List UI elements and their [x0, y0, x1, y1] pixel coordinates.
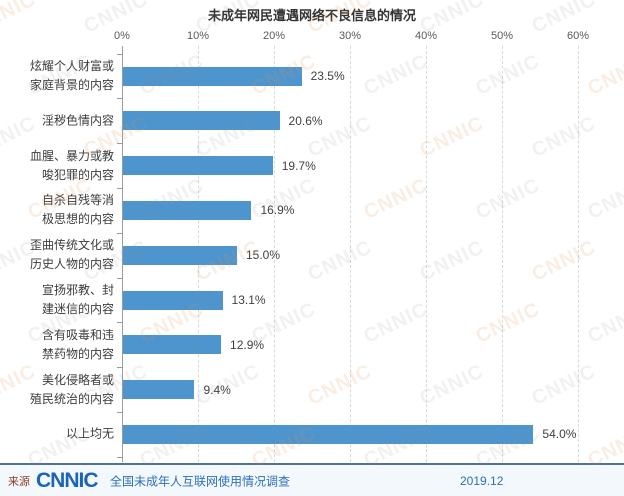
y-axis-tick — [117, 322, 122, 324]
value-label: 12.9% — [230, 337, 265, 352]
x-axis-tick-label: 40% — [414, 30, 438, 42]
survey-name: 全国未成年人互联网使用情况调查 — [110, 474, 291, 488]
bar — [123, 200, 252, 220]
value-label: 23.5% — [310, 69, 345, 83]
bar — [123, 111, 280, 131]
x-axis-tick-label: 60% — [566, 30, 590, 42]
y-axis-tick — [117, 188, 122, 189]
gridline-vertical — [350, 46, 351, 462]
bar — [123, 335, 222, 355]
value-label: 9.4% — [203, 382, 231, 397]
bar — [123, 66, 302, 86]
value-label: 15.0% — [246, 248, 281, 263]
x-axis-tick-label: 50% — [490, 30, 514, 42]
report-date: 2019.12 — [460, 473, 504, 488]
x-axis-tick-label: 20% — [262, 30, 286, 42]
y-axis-tick — [117, 367, 122, 369]
source-label: 来源 — [8, 475, 30, 488]
value-label: 13.1% — [231, 293, 266, 307]
value-label: 19.7% — [281, 158, 316, 173]
y-axis-tick — [117, 53, 122, 55]
x-axis-tick-label: 0% — [114, 30, 130, 42]
category-label: 炫耀个人财富或 家庭背景的内容 — [29, 59, 114, 92]
bar — [123, 156, 273, 176]
bar — [123, 380, 195, 400]
y-axis-line — [122, 46, 123, 462]
value-label: 16.9% — [260, 203, 295, 218]
y-axis-tick — [117, 456, 122, 458]
chart-title: 未成年网民遭遇网络不良信息的情况 — [207, 8, 416, 23]
y-axis-tick — [117, 98, 122, 100]
gridline-vertical — [502, 46, 503, 462]
x-axis-tick-label: 10% — [186, 30, 210, 42]
y-axis-tick — [117, 232, 122, 234]
category-label: 淫秽色情内容 — [41, 113, 114, 128]
value-label: 20.6% — [288, 113, 323, 128]
footer: 来源 CNNIC 全国未成年人互联网使用情况调查 2019.12 — [0, 465, 624, 496]
category-label: 美化侵略者或 殖民统治的内容 — [29, 372, 114, 406]
gridline-vertical — [578, 46, 579, 462]
gridline-vertical — [426, 46, 427, 462]
category-label: 含有吸毒和违 禁药物的内容 — [41, 327, 114, 361]
y-axis-tick — [117, 412, 122, 413]
value-label: 54.0% — [542, 427, 577, 442]
category-label: 宣扬邪教、封 建迷信的内容 — [41, 283, 114, 316]
category-label: 血腥、暴力或教 唆犯罪的内容 — [29, 148, 114, 182]
cnnic-logo: CNNIC — [36, 468, 98, 492]
category-label: 歪曲传统文化或 历史人物的内容 — [29, 238, 114, 272]
bar — [123, 424, 534, 444]
bar — [123, 245, 237, 265]
gridline-vertical — [274, 46, 275, 462]
category-label: 自杀自残等消 极思想的内容 — [41, 193, 114, 227]
x-axis-tick-label: 30% — [338, 30, 362, 42]
y-axis-tick — [117, 277, 122, 279]
y-axis-tick — [117, 143, 122, 145]
footer-separator — [0, 463, 624, 465]
bar — [123, 290, 223, 310]
category-label: 以上均无 — [65, 426, 114, 441]
